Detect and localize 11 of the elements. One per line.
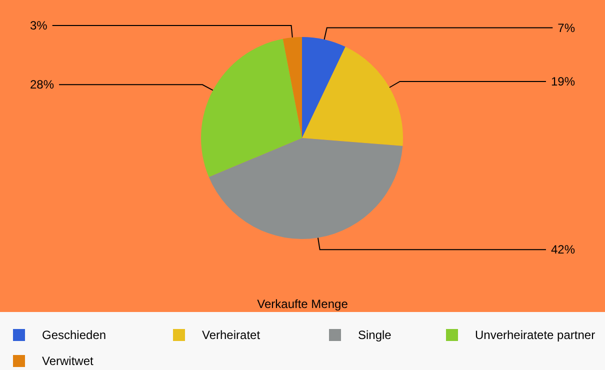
text: Verkaufte Menge [257, 297, 348, 311]
data-label: 19% [550, 74, 576, 88]
legend-label: Verwitwet [42, 354, 94, 368]
data-label: 28% [30, 78, 54, 92]
data-label: 3% [30, 18, 48, 33]
legend-label: Single [358, 328, 392, 342]
legend-label: Geschieden [42, 328, 106, 342]
legend-label: Unverheiratete partner [475, 328, 596, 342]
legend-label: Verheiratet [202, 328, 261, 342]
data-label: 7% [558, 20, 576, 35]
data-label: 42% [550, 242, 576, 257]
